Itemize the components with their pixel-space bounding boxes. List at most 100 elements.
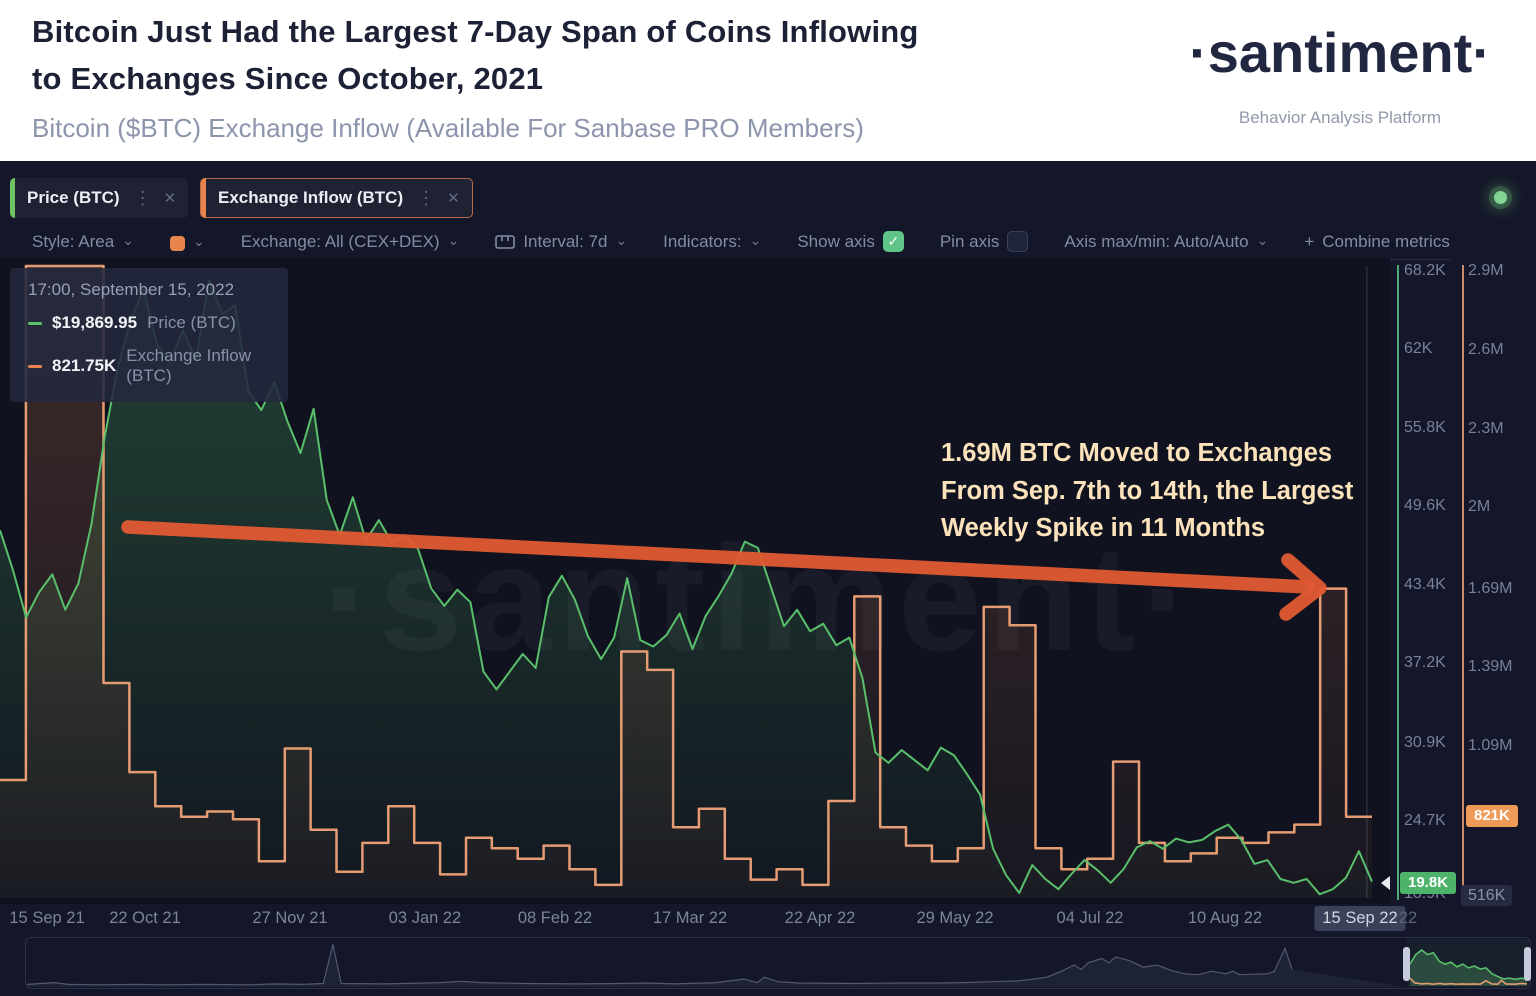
interval-selector[interactable]: Interval: 7d ⌄ xyxy=(495,231,628,260)
current-price-marker-icon xyxy=(1381,875,1390,890)
page-subtitle: Bitcoin ($BTC) Exchange Inflow (Availabl… xyxy=(32,113,864,143)
kebab-menu-icon[interactable]: ⋮ xyxy=(133,187,152,208)
chevron-down-icon: ⌄ xyxy=(749,231,762,248)
tooltip-price-row: $19,869.95 Price (BTC) xyxy=(28,313,270,333)
x-axis-label: 08 Feb 22 xyxy=(517,909,593,927)
inflow-step-series xyxy=(0,264,1372,887)
inflow-axis-tick: 516K xyxy=(1461,885,1513,907)
chart-app: Price (BTC) ⋮ ✕ Exchange Inflow (BTC) ⋮ … xyxy=(0,161,1536,996)
current-inflow-badge: 821K xyxy=(1466,805,1518,828)
x-axis-label: 10 Aug 22 xyxy=(1187,909,1263,927)
x-axis-label: 29 May 22 xyxy=(916,909,994,927)
x-axis-label: 22 xyxy=(1398,909,1418,927)
show-axis-toggle[interactable]: Show axis ✓ xyxy=(797,231,904,260)
kebab-menu-icon[interactable]: ⋮ xyxy=(417,187,436,208)
chevron-down-icon: ⌄ xyxy=(192,233,205,249)
tooltip-price-value: $19,869.95 xyxy=(52,313,138,332)
navigator-price-sparkline xyxy=(1409,948,1528,981)
chevron-down-icon: ⌄ xyxy=(615,231,628,248)
price-area-fill xyxy=(0,279,1372,898)
logo-tagline: Behavior Analysis Platform xyxy=(1238,108,1442,127)
x-axis-label: 22 Oct 21 xyxy=(109,909,181,927)
time-navigator[interactable] xyxy=(0,935,1536,996)
inflow-axis-line xyxy=(1462,265,1464,900)
metric-tab-exchange-inflow[interactable]: Exchange Inflow (BTC) ⋮ ✕ xyxy=(200,178,473,218)
live-status-dot xyxy=(1494,191,1507,204)
price-axis-line xyxy=(1397,265,1399,900)
combine-metrics-label: Combine metrics xyxy=(1322,232,1450,251)
chart-toolbar: Style: Area ⌄ ⌄ Exchange: All (CEX+DEX) … xyxy=(32,231,1450,260)
axis-maxmin-selector[interactable]: Axis max/min: Auto/Auto ⌄ xyxy=(1064,231,1269,260)
exchange-selector[interactable]: Exchange: All (CEX+DEX) ⌄ xyxy=(240,231,460,260)
chart-area[interactable]: ·santiment· 68.2K62K55.8K49.6K43.4K37.2K… xyxy=(0,258,1536,935)
inflow-legend-dash-icon xyxy=(28,364,42,368)
show-axis-label: Show axis xyxy=(797,231,875,251)
inflow-axis-tick: 2.3M xyxy=(1468,419,1504,437)
axis-maxmin-label: Axis max/min: Auto/Auto xyxy=(1064,232,1249,251)
page-title: Bitcoin Just Had the Largest 7-Day Span … xyxy=(32,14,919,96)
metric-tab-label: Exchange Inflow (BTC) xyxy=(218,188,404,207)
inflow-area-fill xyxy=(0,266,1372,898)
metric-color-bar xyxy=(10,178,15,218)
interval-ruler-icon xyxy=(495,235,516,249)
tooltip-price-label: Price (BTC) xyxy=(147,313,236,332)
inflow-axis-tick: 1.09M xyxy=(1468,736,1513,754)
checkbox-unchecked-icon[interactable] xyxy=(1007,231,1029,252)
tooltip-inflow-row: 821.75K Exchange Inflow (BTC) xyxy=(28,346,270,386)
chevron-down-icon: ⌄ xyxy=(1256,231,1269,248)
x-axis-label: 03 Jan 22 xyxy=(388,909,462,927)
close-icon[interactable]: ✕ xyxy=(447,190,460,207)
inflow-axis-tick: 2.6M xyxy=(1468,340,1504,358)
chart-tooltip: 17:00, September 15, 2022 $19,869.95 Pri… xyxy=(10,268,288,402)
chevron-down-icon: ⌄ xyxy=(447,231,460,248)
trend-arrow xyxy=(121,520,1327,621)
navigator-handle-right[interactable] xyxy=(1524,947,1531,981)
x-axis-label: 04 Jul 22 xyxy=(1056,909,1124,927)
combine-metrics-button[interactable]: + Combine metrics xyxy=(1304,232,1450,260)
tooltip-inflow-value: 821.75K xyxy=(52,356,117,375)
x-axis-label: 22 Apr 22 xyxy=(784,909,856,927)
navigator-inflow-sparkline xyxy=(1409,977,1528,986)
metric-tab-price[interactable]: Price (BTC) ⋮ ✕ xyxy=(10,178,189,218)
price-axis-tick: 37.2K xyxy=(1404,653,1446,671)
navigator-history-sparkline xyxy=(26,944,1293,986)
price-axis-tick: 30.9K xyxy=(1404,733,1446,751)
price-axis-tick: 55.8K xyxy=(1404,418,1446,436)
tooltip-inflow-label: Exchange Inflow (BTC) xyxy=(126,346,252,385)
tooltip-datetime: 17:00, September 15, 2022 xyxy=(28,280,235,299)
metric-color-bar xyxy=(201,178,206,218)
price-legend-dash-icon xyxy=(28,321,42,325)
interval-label: Interval: 7d xyxy=(523,232,608,251)
inflow-axis-tick: 2M xyxy=(1468,498,1491,516)
inflow-axis-tick: 2.9M xyxy=(1468,262,1504,280)
color-swatch-selector[interactable]: ⌄ xyxy=(169,233,205,260)
header: Bitcoin Just Had the Largest 7-Day Span … xyxy=(0,0,1536,161)
inflow-axis-tick: 1.69M xyxy=(1468,579,1513,597)
santiment-logo: ·santiment· xyxy=(1189,21,1491,84)
x-axis-label: 27 Nov 21 xyxy=(252,909,328,927)
exchange-label: Exchange: All (CEX+DEX) xyxy=(240,232,440,251)
price-axis-tick: 49.6K xyxy=(1404,497,1446,515)
navigator-history-fill xyxy=(27,944,1405,987)
style-selector[interactable]: Style: Area ⌄ xyxy=(32,232,134,260)
indicators-label: Indicators: xyxy=(663,232,742,251)
x-axis-label-highlighted: 15 Sep 22 xyxy=(1314,906,1406,931)
style-label: Style: Area xyxy=(32,232,115,251)
navigator-handle-left[interactable] xyxy=(1403,947,1410,981)
chevron-down-icon: ⌄ xyxy=(122,231,134,248)
price-axis-tick: 24.7K xyxy=(1404,811,1446,829)
color-swatch xyxy=(169,236,185,251)
annotation-text: 1.69M BTC Moved to Exchanges From Sep. 7… xyxy=(941,439,1354,542)
checkbox-checked-icon[interactable]: ✓ xyxy=(882,231,904,252)
x-axis-label: 17 Mar 22 xyxy=(652,909,728,927)
close-icon[interactable]: ✕ xyxy=(163,190,177,207)
plus-icon: + xyxy=(1304,232,1315,251)
price-axis-tick: 62K xyxy=(1404,340,1433,358)
pin-axis-toggle[interactable]: Pin axis xyxy=(939,231,1029,260)
current-price-badge: 19.8K xyxy=(1400,871,1457,894)
x-axis-label: 15 Sep 21 xyxy=(9,909,85,927)
price-axis-tick: 43.4K xyxy=(1404,575,1446,593)
indicators-selector[interactable]: Indicators: ⌄ xyxy=(663,231,762,260)
price-axis-tick: 68.2K xyxy=(1404,262,1446,280)
